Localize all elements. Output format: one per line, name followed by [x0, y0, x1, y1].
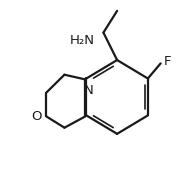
- Text: F: F: [164, 55, 171, 68]
- Text: N: N: [84, 84, 94, 97]
- Text: O: O: [31, 110, 42, 123]
- Text: H₂N: H₂N: [70, 34, 95, 47]
